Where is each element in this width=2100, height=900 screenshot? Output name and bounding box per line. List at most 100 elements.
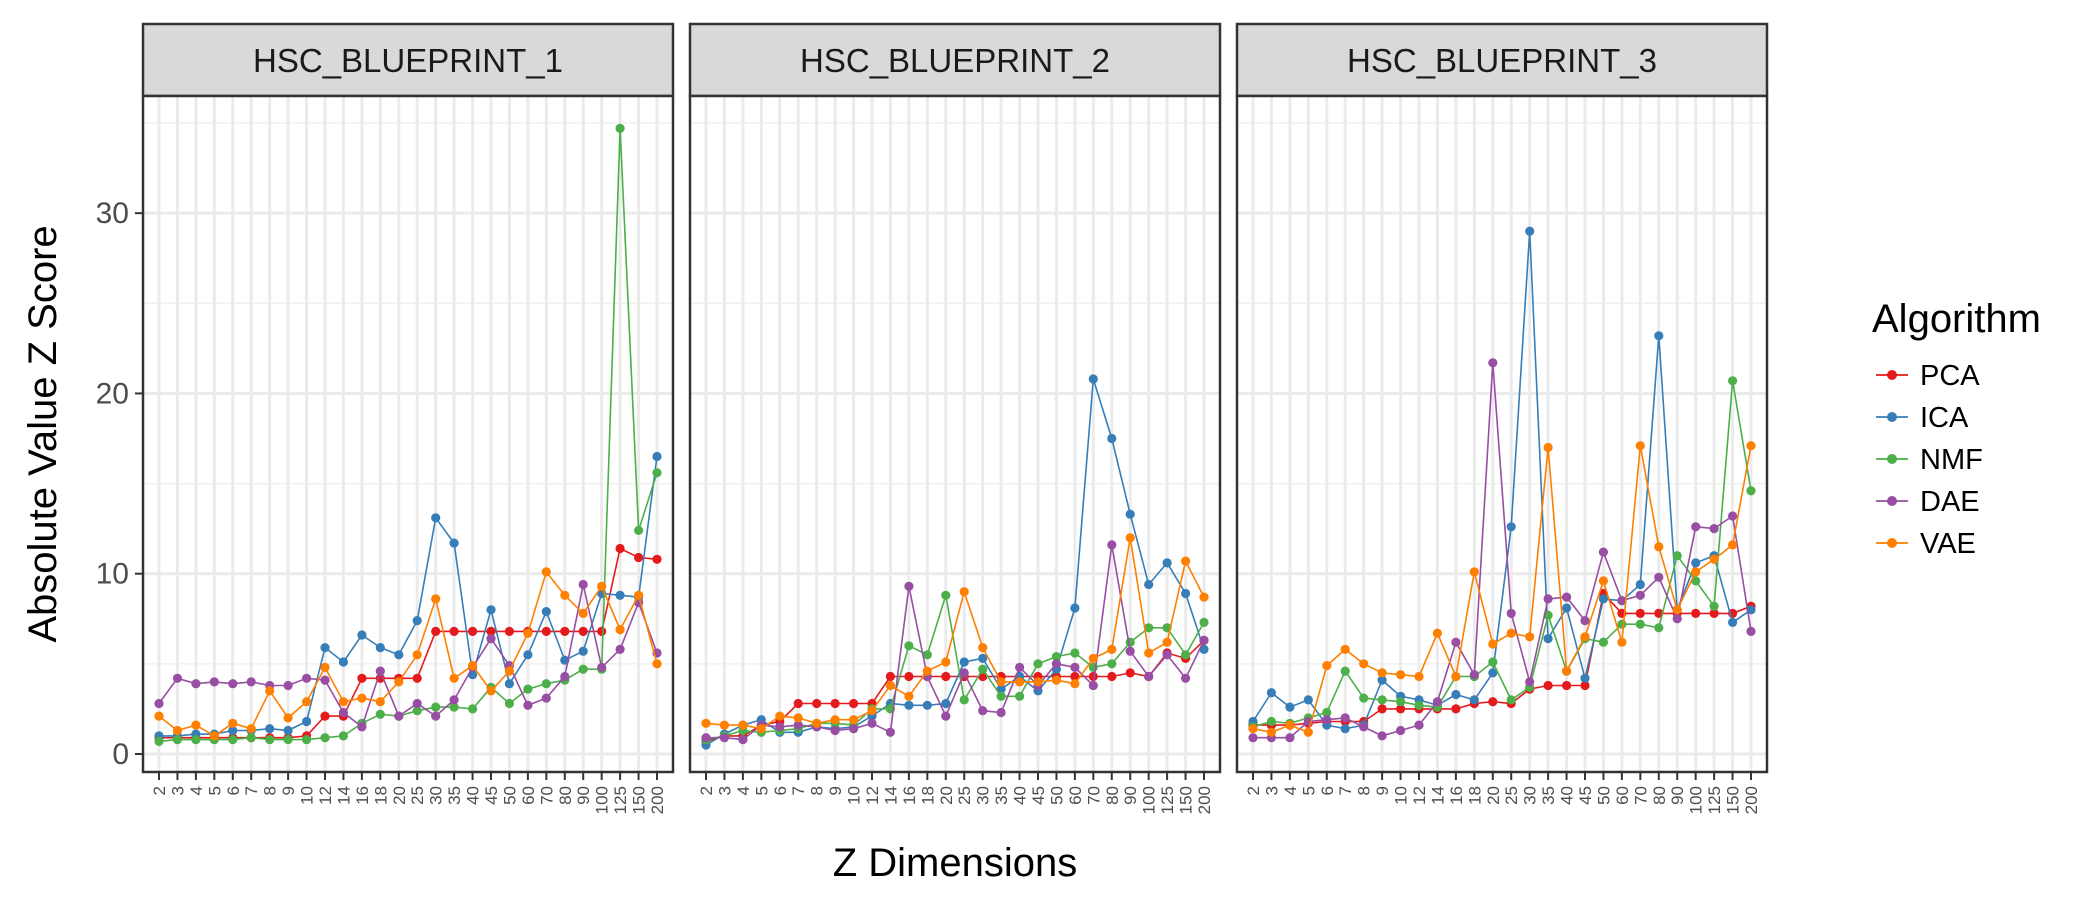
data-point <box>652 451 662 462</box>
data-point <box>1451 689 1461 700</box>
facet-title: HSC_BLUEPRINT_2 <box>800 42 1110 79</box>
data-point <box>830 715 840 725</box>
data-point <box>1199 635 1209 646</box>
x-tick-label: 6 <box>771 786 790 795</box>
data-point <box>1709 524 1719 534</box>
series-dae <box>1248 358 1756 743</box>
legend-label: DAE <box>1920 486 1980 518</box>
panel-2: HSC_BLUEPRINT_22 3 4 5 6 7 8 9 10 12 14 16 18 20 25 30 3… <box>688 22 1222 814</box>
data-point <box>885 727 896 737</box>
data-point <box>209 731 219 741</box>
data-point <box>1340 666 1350 676</box>
data-point <box>560 671 570 682</box>
y-axis: 0 10 20 30 <box>96 197 143 771</box>
data-point <box>1340 713 1350 723</box>
data-point <box>885 680 896 691</box>
data-point <box>541 567 551 577</box>
legend-item-pca: PCA <box>1876 360 1980 392</box>
data-point <box>1181 556 1191 566</box>
data-point <box>1746 486 1756 496</box>
data-point <box>615 644 625 655</box>
data-point <box>228 725 238 736</box>
legend: Algorithm PCA ICA NMF DAE VAE <box>1872 297 2041 560</box>
data-point <box>756 724 766 734</box>
data-point <box>1672 614 1682 624</box>
data-point <box>1199 617 1209 628</box>
data-point <box>1562 592 1572 602</box>
x-tick-label: 30 <box>1521 786 1540 805</box>
x-tick-label: 9 <box>1373 786 1392 795</box>
data-point <box>541 626 551 637</box>
x-tick-label: 20 <box>390 786 409 805</box>
data-point <box>1162 558 1172 568</box>
data-point <box>793 713 803 723</box>
x-tick-label: 35 <box>445 786 464 805</box>
legend-label: ICA <box>1920 402 1969 434</box>
data-point <box>1580 616 1590 626</box>
data-point <box>1488 697 1498 707</box>
legend-label: PCA <box>1920 360 1980 392</box>
x-tick-label: 10 <box>845 786 864 805</box>
data-point <box>504 626 514 637</box>
data-point <box>996 684 1006 694</box>
x-tick-label: 25 <box>955 786 974 805</box>
data-point <box>1088 653 1098 664</box>
x-tick-label: 200 <box>1742 786 1761 814</box>
series-line-pca <box>1253 591 1752 726</box>
data-point <box>1617 596 1627 606</box>
data-point <box>615 123 625 133</box>
data-point <box>719 720 730 730</box>
series-vae <box>154 567 662 741</box>
data-point <box>1285 733 1295 743</box>
data-point <box>1051 659 1061 669</box>
data-point <box>1070 662 1080 673</box>
data-point <box>560 626 570 637</box>
data-point <box>246 724 256 734</box>
data-point <box>1377 731 1387 741</box>
data-point <box>449 702 459 712</box>
x-tick-label: 25 <box>1502 786 1521 805</box>
data-point <box>1107 433 1117 444</box>
data-point <box>1125 637 1135 647</box>
data-point <box>1181 650 1191 660</box>
data-point <box>1543 594 1553 604</box>
data-point <box>449 626 459 637</box>
data-point <box>1070 648 1080 658</box>
legend-key-point <box>1887 370 1897 380</box>
y-tick-label: 10 <box>96 558 129 591</box>
data-point <box>1746 626 1756 637</box>
data-point <box>412 706 422 716</box>
data-point <box>978 643 988 653</box>
data-point <box>431 513 441 523</box>
data-point <box>1580 632 1590 642</box>
data-point <box>412 673 422 683</box>
data-point <box>922 666 932 676</box>
x-tick-label: 40 <box>1558 786 1577 805</box>
series-line-ica <box>159 456 658 737</box>
data-point <box>320 733 330 743</box>
x-tick-label: 8 <box>261 786 280 795</box>
legend-key-point <box>1887 496 1897 506</box>
x-tick-label: 5 <box>1299 786 1318 795</box>
data-point <box>412 616 422 626</box>
data-point <box>1691 558 1701 568</box>
data-point <box>1125 533 1135 543</box>
x-tick-label: 25 <box>408 786 427 805</box>
data-point <box>996 691 1006 701</box>
x-tick-label: 80 <box>1650 786 1669 805</box>
legend-item-dae: DAE <box>1876 486 1980 518</box>
data-point <box>449 673 459 683</box>
data-point <box>265 735 275 745</box>
data-point <box>172 673 182 683</box>
data-point <box>830 698 840 709</box>
series-line-vae <box>705 537 1205 730</box>
x-tick-label: 14 <box>1428 786 1447 805</box>
data-point <box>1488 657 1498 667</box>
data-point <box>523 684 533 694</box>
data-point <box>338 657 348 667</box>
data-point <box>941 590 951 600</box>
data-point <box>1303 695 1313 705</box>
data-point <box>486 626 496 637</box>
data-point <box>941 671 951 682</box>
data-point <box>357 722 367 732</box>
